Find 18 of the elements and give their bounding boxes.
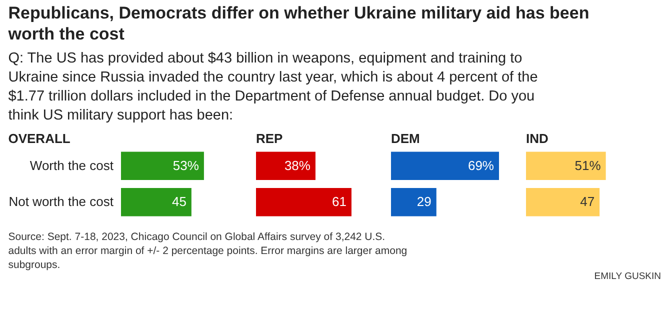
text: Q: The US has provided about $43 billion in weapons, equipment and training to Ukraine since Russia invaded the country last year, which is about 4 percent of the $1.77 trillion dollars included in the Department of Defense annual budget. Do you think US military support has been:	[8, 50, 538, 124]
chart-title: OVERALL	[8, 131, 70, 146]
text: Republicans, Democrats differ on whether Ukraine military aid has been worth the cost	[7, 4, 590, 44]
y-tick-label: Not worth the cost	[8, 194, 114, 210]
chart-title: DEM	[391, 131, 420, 146]
data-label: 69%	[468, 158, 494, 173]
y-tick-label: Worth the cost	[30, 158, 114, 173]
data-label: 53%	[172, 158, 200, 173]
data-label: 51%	[574, 158, 602, 173]
source-note: Source: Sept. 7-18, 2023, Chicago Council on Global Affairs survey of 3,242 U.S. adults with an error margin of +/- 2 percentage points. Error margins are larger among subgroups.	[8, 231, 408, 271]
data-label: 29	[416, 194, 432, 210]
data-label: 47	[580, 194, 595, 210]
data-label: 45	[172, 194, 186, 210]
data-label: 38%	[284, 158, 311, 173]
data-label: 61	[332, 194, 346, 210]
chart-title: REP	[256, 131, 284, 146]
chart-title: IND	[526, 131, 548, 146]
text: EMILY GUSKIN	[594, 271, 662, 282]
